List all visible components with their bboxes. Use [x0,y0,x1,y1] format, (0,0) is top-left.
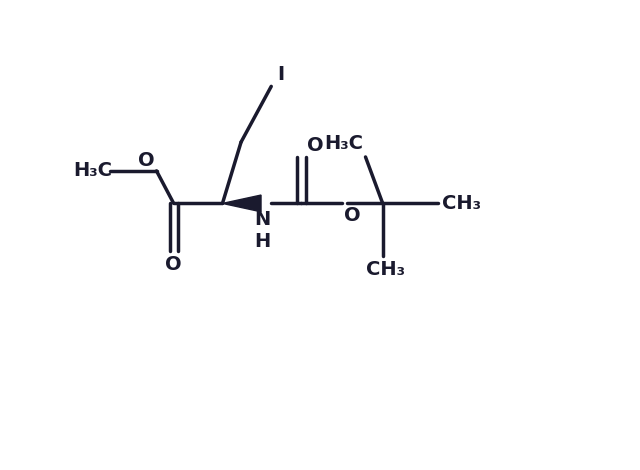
Text: CH₃: CH₃ [365,259,404,279]
Text: H₃C: H₃C [324,134,363,153]
Text: O: O [307,136,324,155]
Text: O: O [165,255,182,274]
Text: I: I [277,65,284,84]
Polygon shape [223,195,261,212]
Text: O: O [344,206,360,225]
Text: N
H: N H [254,211,270,251]
Text: CH₃: CH₃ [442,194,481,213]
Text: O: O [138,151,154,170]
Text: H₃C: H₃C [74,161,113,180]
